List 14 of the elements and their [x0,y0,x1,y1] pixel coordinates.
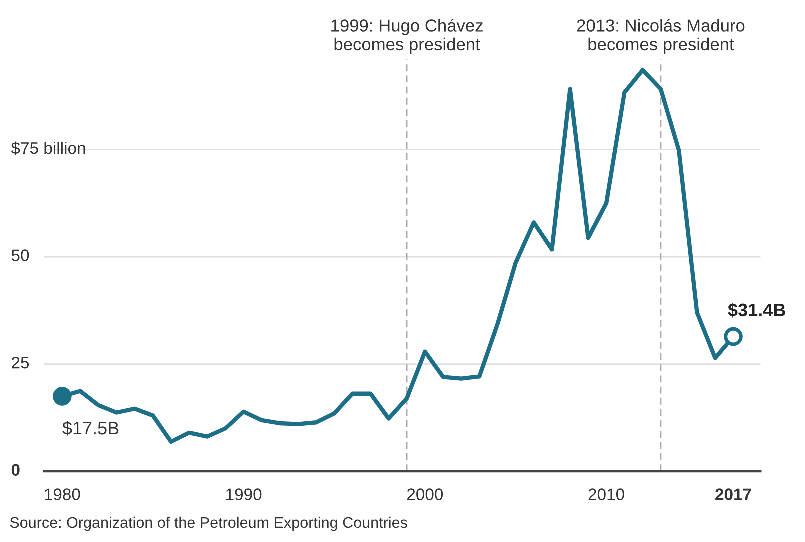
x-tick-label: 2010 [588,488,624,500]
x-tick-label: 2000 [407,488,444,500]
y-tick-label: 25 [12,356,30,369]
source-note: Source: Organization of the Petroleum Exporting Countries [10,516,408,532]
y-tick-label: $75 billion [11,142,86,156]
y-tick-label: 50 [12,250,30,262]
x-tick-label: 2017 [716,488,752,500]
annotation: $31.4B [728,302,786,318]
annotation: $17.5B [62,421,119,436]
x-tick-label: 1990 [226,488,262,500]
y-tick-label: 0 [12,464,20,476]
ref-line-label: 1999: Hugo Chávez becomes president [332,18,483,54]
ref-line-label: 2013: Nicolás Maduro becomes president [577,18,745,54]
x-tick-label: 1980 [45,488,80,500]
